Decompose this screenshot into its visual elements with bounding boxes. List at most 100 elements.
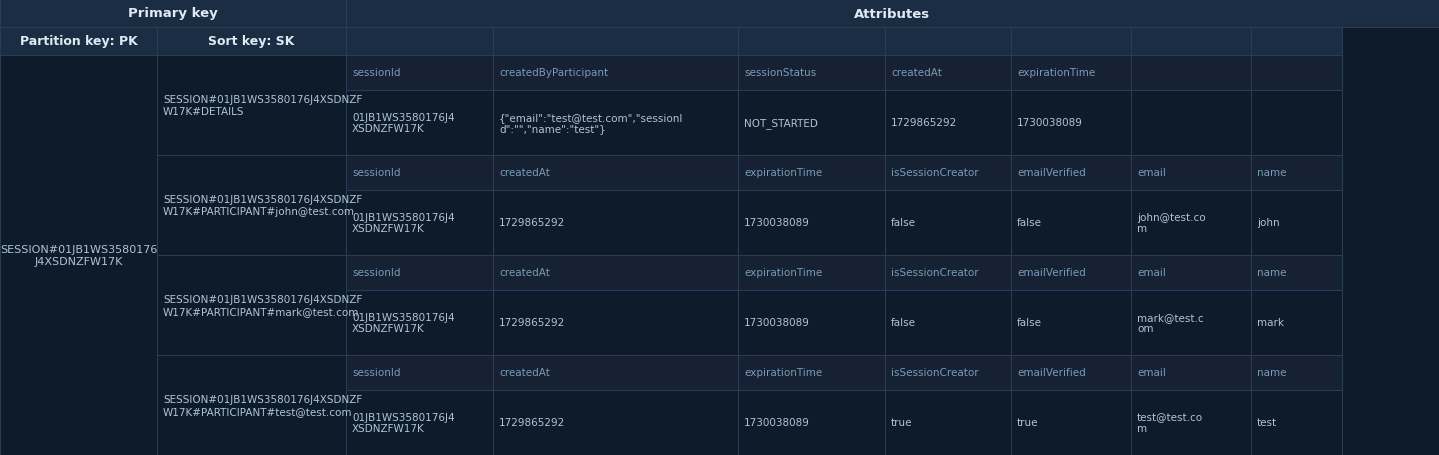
Bar bbox=[345, 0, 1439, 28]
Bar bbox=[345, 56, 494, 91]
Text: 01JB1WS3580176J4
XSDNZFW17K: 01JB1WS3580176J4 XSDNZFW17K bbox=[353, 212, 455, 234]
Bar bbox=[738, 290, 885, 355]
Bar bbox=[1250, 290, 1343, 355]
Bar bbox=[885, 91, 1012, 156]
Bar bbox=[1250, 28, 1343, 56]
Text: email: email bbox=[1137, 168, 1166, 178]
Bar bbox=[885, 28, 1012, 56]
Bar bbox=[885, 290, 1012, 355]
Bar bbox=[738, 56, 885, 91]
Bar bbox=[157, 156, 345, 255]
Bar bbox=[157, 28, 345, 56]
Text: createdAt: createdAt bbox=[499, 368, 550, 378]
Text: emailVerified: emailVerified bbox=[1017, 368, 1086, 378]
Text: createdAt: createdAt bbox=[499, 268, 550, 278]
Bar bbox=[1250, 390, 1343, 455]
Bar bbox=[738, 91, 885, 156]
Text: 1730038089: 1730038089 bbox=[744, 318, 810, 328]
Text: 1729865292: 1729865292 bbox=[891, 118, 957, 128]
Bar bbox=[345, 28, 494, 56]
Text: name: name bbox=[1258, 168, 1286, 178]
Text: 1729865292: 1729865292 bbox=[499, 418, 566, 428]
Text: SESSION#01JB1WS3580176J4XSDNZF
W17K#PARTICIPANT#john@test.com: SESSION#01JB1WS3580176J4XSDNZF W17K#PART… bbox=[163, 195, 363, 216]
Text: SESSION#01JB1WS3580176
J4XSDNZFW17K: SESSION#01JB1WS3580176 J4XSDNZFW17K bbox=[0, 245, 157, 266]
Bar bbox=[1012, 91, 1131, 156]
Text: email: email bbox=[1137, 268, 1166, 278]
Text: 1730038089: 1730038089 bbox=[744, 218, 810, 228]
Bar bbox=[885, 355, 1012, 390]
Bar bbox=[1131, 191, 1250, 255]
Bar bbox=[345, 290, 494, 355]
Bar bbox=[494, 91, 738, 156]
Bar bbox=[1131, 56, 1250, 91]
Bar bbox=[738, 390, 885, 455]
Text: test@test.co
m: test@test.co m bbox=[1137, 412, 1203, 433]
Bar bbox=[1131, 355, 1250, 390]
Bar bbox=[738, 355, 885, 390]
Text: createdAt: createdAt bbox=[891, 68, 943, 78]
Text: isSessionCreator: isSessionCreator bbox=[891, 168, 979, 178]
Text: sessionId: sessionId bbox=[353, 368, 400, 378]
Bar bbox=[494, 56, 738, 91]
Text: false: false bbox=[891, 218, 917, 228]
Bar bbox=[345, 255, 494, 290]
Text: 1730038089: 1730038089 bbox=[1017, 118, 1084, 128]
Text: john: john bbox=[1258, 218, 1279, 228]
Text: true: true bbox=[891, 418, 912, 428]
Bar bbox=[0, 0, 345, 28]
Text: emailVerified: emailVerified bbox=[1017, 168, 1086, 178]
Text: expirationTime: expirationTime bbox=[1017, 68, 1095, 78]
Text: expirationTime: expirationTime bbox=[744, 168, 822, 178]
Text: SESSION#01JB1WS3580176J4XSDNZF
W17K#PARTICIPANT#mark@test.com: SESSION#01JB1WS3580176J4XSDNZF W17K#PART… bbox=[163, 294, 363, 316]
Bar bbox=[1250, 191, 1343, 255]
Text: Attributes: Attributes bbox=[855, 7, 931, 20]
Bar bbox=[1250, 56, 1343, 91]
Bar bbox=[1012, 255, 1131, 290]
Text: name: name bbox=[1258, 368, 1286, 378]
Text: test: test bbox=[1258, 418, 1278, 428]
Text: 01JB1WS3580176J4
XSDNZFW17K: 01JB1WS3580176J4 XSDNZFW17K bbox=[353, 312, 455, 334]
Bar bbox=[1012, 28, 1131, 56]
Bar bbox=[494, 290, 738, 355]
Bar bbox=[1012, 156, 1131, 191]
Text: expirationTime: expirationTime bbox=[744, 268, 822, 278]
Text: true: true bbox=[1017, 418, 1039, 428]
Bar bbox=[494, 355, 738, 390]
Bar bbox=[885, 390, 1012, 455]
Bar bbox=[1131, 28, 1250, 56]
Bar bbox=[0, 28, 157, 56]
Text: 01JB1WS3580176J4
XSDNZFW17K: 01JB1WS3580176J4 XSDNZFW17K bbox=[353, 412, 455, 433]
Text: false: false bbox=[891, 318, 917, 328]
Bar bbox=[738, 28, 885, 56]
Bar bbox=[738, 191, 885, 255]
Bar bbox=[494, 390, 738, 455]
Text: isSessionCreator: isSessionCreator bbox=[891, 268, 979, 278]
Text: false: false bbox=[1017, 218, 1042, 228]
Text: john@test.co
m: john@test.co m bbox=[1137, 212, 1206, 234]
Text: mark: mark bbox=[1258, 318, 1284, 328]
Text: Sort key: SK: Sort key: SK bbox=[209, 35, 295, 48]
Bar bbox=[157, 56, 345, 156]
Bar bbox=[1012, 191, 1131, 255]
Text: 01JB1WS3580176J4
XSDNZFW17K: 01JB1WS3580176J4 XSDNZFW17K bbox=[353, 112, 455, 134]
Text: 1729865292: 1729865292 bbox=[499, 318, 566, 328]
Bar bbox=[345, 390, 494, 455]
Bar bbox=[738, 255, 885, 290]
Bar bbox=[157, 355, 345, 455]
Bar bbox=[1131, 156, 1250, 191]
Text: SESSION#01JB1WS3580176J4XSDNZF
W17K#DETAILS: SESSION#01JB1WS3580176J4XSDNZF W17K#DETA… bbox=[163, 95, 363, 116]
Bar bbox=[494, 255, 738, 290]
Bar bbox=[1012, 390, 1131, 455]
Bar bbox=[494, 156, 738, 191]
Text: NOT_STARTED: NOT_STARTED bbox=[744, 118, 817, 129]
Bar bbox=[885, 156, 1012, 191]
Text: Partition key: PK: Partition key: PK bbox=[20, 35, 137, 48]
Bar bbox=[1131, 390, 1250, 455]
Bar bbox=[345, 156, 494, 191]
Bar bbox=[1012, 56, 1131, 91]
Text: name: name bbox=[1258, 268, 1286, 278]
Bar bbox=[345, 355, 494, 390]
Bar bbox=[1131, 290, 1250, 355]
Bar bbox=[1131, 255, 1250, 290]
Bar bbox=[885, 255, 1012, 290]
